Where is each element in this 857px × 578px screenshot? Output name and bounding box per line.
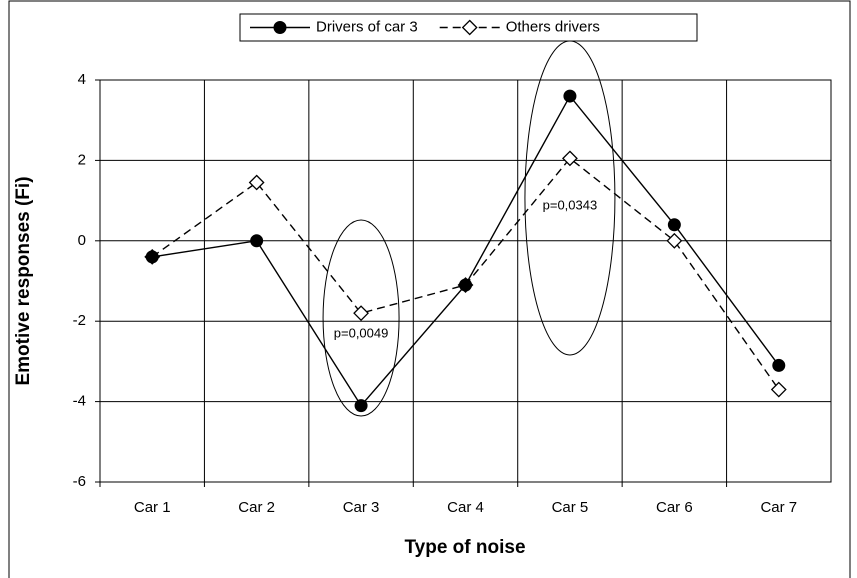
y-axis-title: Emotive responses (Fi)	[13, 176, 34, 385]
y-tick-label: -2	[73, 312, 86, 329]
marker	[273, 21, 287, 34]
marker	[461, 19, 478, 36]
marker	[770, 381, 787, 398]
marker	[145, 250, 159, 264]
y-tick-label: -4	[73, 393, 86, 410]
y-tick-label: 0	[78, 232, 86, 249]
y-tick-label: 4	[78, 71, 86, 88]
y-tick-label: 2	[78, 151, 86, 168]
marker	[666, 232, 683, 249]
marker	[250, 234, 264, 248]
marker	[354, 399, 368, 413]
annotation: p=0,0049	[334, 325, 389, 340]
x-tick-label: Car 1	[134, 499, 171, 516]
marker	[459, 278, 472, 292]
marker	[248, 174, 265, 191]
x-tick-label: Car 4	[447, 499, 484, 516]
x-tick-label: Car 3	[343, 499, 380, 516]
annotation-ellipse	[322, 219, 400, 417]
x-axis-title: Type of noise	[404, 537, 525, 558]
legend-label: Others drivers	[506, 18, 600, 35]
x-tick-label: Car 5	[552, 499, 589, 516]
marker	[667, 218, 681, 232]
frame	[8, 0, 851, 578]
marker	[563, 89, 577, 103]
x-tick-label: Car 2	[238, 499, 275, 516]
legend-label: Drivers of car 3	[316, 18, 418, 35]
annotation: p=0,0343	[543, 197, 598, 212]
marker	[353, 305, 369, 322]
marker	[562, 150, 578, 167]
marker	[772, 358, 786, 372]
x-tick-label: Car 6	[656, 499, 693, 516]
y-tick-label: -6	[73, 473, 86, 490]
x-tick-label: Car 7	[760, 499, 797, 516]
